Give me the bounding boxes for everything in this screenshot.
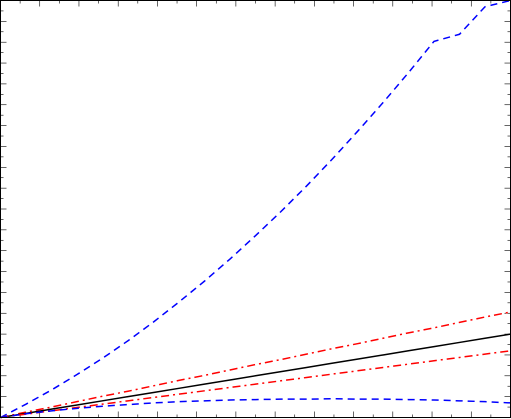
series-line-4 <box>0 350 511 419</box>
series-line-3 <box>0 333 511 419</box>
series-line-2 <box>0 311 511 419</box>
series-line-5 <box>0 397 511 419</box>
